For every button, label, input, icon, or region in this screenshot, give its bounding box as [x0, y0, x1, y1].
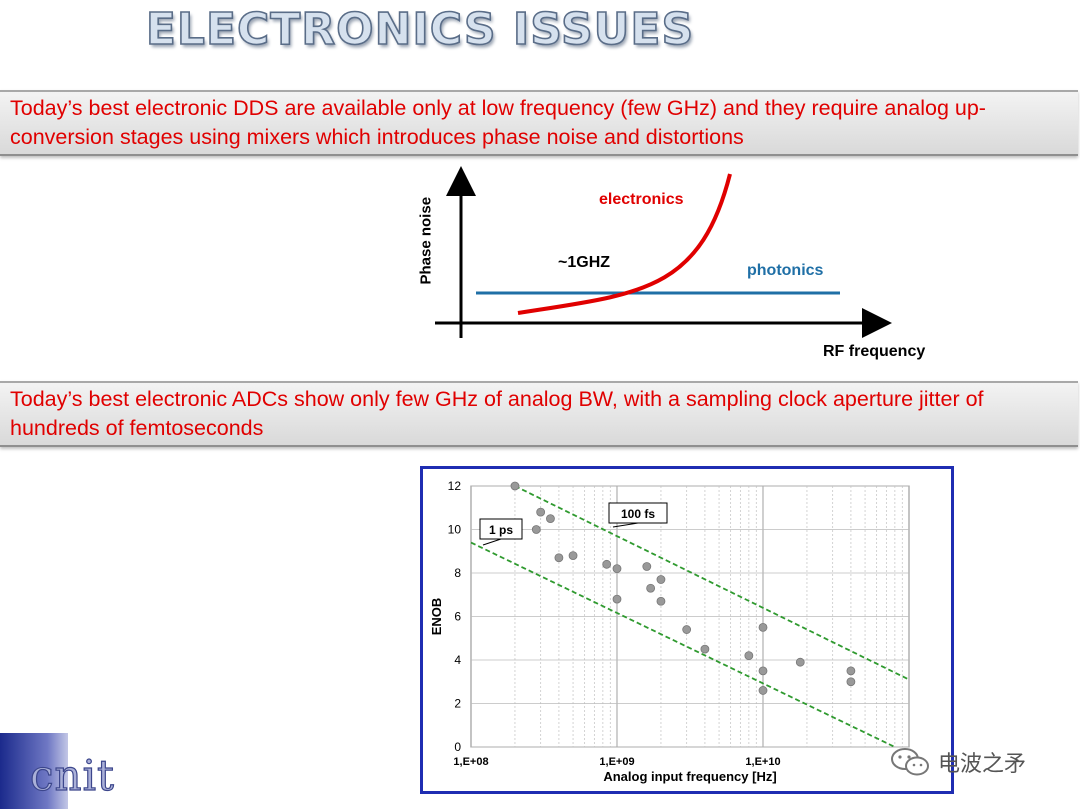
y-tick-label: 6	[454, 610, 461, 624]
data-point	[758, 666, 768, 676]
x-tick-label: 1,E+09	[599, 756, 634, 768]
data-point	[656, 596, 666, 606]
jitter-line	[514, 485, 910, 681]
y-tick-label: 12	[448, 479, 462, 493]
dds-banner: Today’s best electronic DDS are availabl…	[0, 90, 1078, 156]
dds-banner-text: Today’s best electronic DDS are availabl…	[10, 96, 986, 149]
data-point	[531, 525, 541, 534]
photonics-label: photonics	[747, 262, 824, 279]
electronics-curve	[517, 173, 732, 315]
data-point	[642, 562, 652, 571]
cnit-logo: cnit	[29, 750, 115, 800]
y-tick-label: 2	[454, 697, 461, 711]
sketch-xlabel: RF frequency	[823, 343, 926, 360]
data-point	[568, 551, 578, 560]
data-point	[656, 575, 666, 584]
data-point	[846, 666, 856, 676]
data-point	[602, 559, 612, 569]
data-point	[646, 583, 656, 593]
data-point	[682, 625, 692, 634]
enob-chart-frame: 0 2 4 6 8 10 12 1,E+08 1,E+09 1,E+10 Analog input …	[420, 466, 954, 794]
y-tick-label: 0	[454, 740, 461, 754]
data-point	[758, 686, 768, 695]
data-point	[612, 564, 622, 574]
watermark-text: 电波之矛	[938, 752, 1027, 777]
data-point	[612, 594, 622, 604]
x-tick-label: 1,E+10	[745, 756, 780, 768]
annotation-1ps-box	[479, 518, 523, 540]
data-point	[536, 507, 546, 517]
y-tick-label: 10	[448, 523, 462, 537]
annotation-1ps-label: 1 ps	[489, 523, 513, 537]
data-point	[700, 644, 710, 654]
chart-xlabel: Analog input frequency [Hz]	[603, 769, 776, 784]
data-point	[546, 514, 555, 524]
adc-banner: Today’s best electronic ADCs show only f…	[0, 381, 1078, 447]
data-point	[554, 553, 564, 563]
data-point	[510, 481, 520, 491]
data-point	[744, 651, 754, 661]
annotation-100fs-box	[608, 502, 668, 524]
crossover-label: ~1GHZ	[558, 254, 611, 271]
phase-noise-axes	[435, 166, 892, 338]
wechat-icon	[891, 748, 929, 776]
sketch-ylabel: Phase noise	[417, 196, 435, 285]
watermark: 电波之矛	[890, 744, 1026, 780]
logo-block	[0, 733, 68, 809]
electronics-label: electronics	[599, 191, 684, 208]
y-tick-label: 4	[454, 653, 461, 667]
adc-banner-text: Today’s best electronic ADCs show only f…	[10, 387, 984, 440]
y-tick-label: 8	[454, 566, 461, 580]
data-point	[795, 657, 805, 667]
data-point	[758, 622, 768, 632]
data-point	[846, 677, 856, 687]
jitter-line	[470, 541, 896, 748]
x-tick-label: 1,E+08	[453, 756, 488, 768]
phase-noise-sketch: Phase noise RF frequency ~1GHZ electroni…	[400, 162, 960, 372]
annotation-1ps-pointer	[482, 538, 502, 546]
annotation-100fs-pointer	[612, 522, 639, 528]
chart-ylabel: ENOB	[429, 598, 444, 636]
slide-title: ELECTRONICS ISSUES	[145, 3, 695, 56]
annotation-100fs-label: 100 fs	[621, 507, 655, 521]
